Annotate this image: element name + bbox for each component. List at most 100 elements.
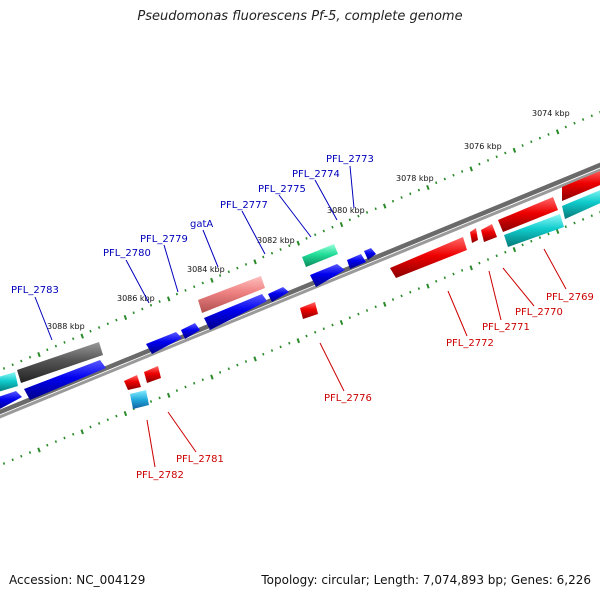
scale-tick [417, 287, 421, 290]
reverse-gene-labels: PFL_2769 PFL_2770 PFL_2771 PFL_2772 PFL_… [136, 292, 594, 481]
scale-tick [322, 327, 325, 331]
scale-tick [166, 392, 171, 398]
gene-arrow-pfl-2783[interactable] [24, 360, 106, 400]
gene-arrow-pfl-2772-long[interactable] [390, 237, 467, 278]
gene-arrow-pfl-2781[interactable] [144, 366, 161, 383]
scale-tick [270, 251, 274, 255]
kbp-labels: 3074 kbp 3076 kbp 3078 kbp 3080 kbp 3082… [47, 109, 570, 331]
kbp-label: 3078 kbp [396, 174, 434, 183]
scale-tick [348, 316, 351, 320]
gene-arrow-pfl-2781b[interactable] [124, 375, 141, 390]
gene-arrow-pfl-2776[interactable] [300, 302, 318, 319]
gene-label-pfl-2771[interactable]: PFL_2771 [482, 322, 530, 333]
gene-arrow-pfl-2777[interactable] [268, 287, 289, 302]
scale-tick [123, 314, 128, 321]
gene-arrow-left-edge[interactable] [0, 391, 22, 410]
scale-tick [504, 250, 507, 254]
scale-tick [322, 229, 325, 233]
kbp-label: 3084 kbp [187, 265, 225, 274]
scale-tick [391, 298, 395, 301]
gene-arrow-pfl-2779[interactable] [181, 323, 200, 339]
scale-tick [357, 214, 360, 218]
scale-tick [262, 255, 265, 259]
gene-label-pfl-2783[interactable]: PFL_2783 [11, 285, 59, 296]
scale-tick [314, 330, 317, 334]
scale-tick [89, 425, 92, 429]
scale-tick [37, 447, 41, 453]
scale-tick [382, 301, 387, 307]
scale-tick [452, 272, 455, 276]
kbp-label: 3074 kbp [532, 109, 570, 118]
gene-label-pfl-2779[interactable]: PFL_2779 [140, 234, 188, 245]
gene-label-pfl-2774[interactable]: PFL_2774 [292, 169, 340, 180]
gene-arrow-pfl-2772[interactable] [470, 228, 478, 243]
kbp-label: 3080 kbp [327, 206, 365, 215]
forward-gene-labels: PFL_2773 PFL_2774 PFL_2775 PFL_2777 gatA… [11, 154, 374, 296]
scale-tick [37, 352, 41, 358]
gene-label-pfl-2770[interactable]: PFL_2770 [515, 307, 563, 318]
gene-label-pfl-2777[interactable]: PFL_2777 [220, 200, 268, 211]
scale-tick [201, 281, 204, 285]
scale-tick [63, 436, 66, 440]
gene-arrow-pfl-2774[interactable] [347, 254, 366, 269]
scale-tick [244, 263, 248, 266]
scale-tick [46, 348, 49, 352]
reverse-label-leaders [146, 248, 567, 468]
scale-tick [547, 133, 550, 136]
gene-box-pfl-2770-cyan[interactable] [504, 214, 564, 247]
gene-arrow-pfl-2780[interactable] [146, 332, 182, 354]
scale-tick [72, 337, 75, 341]
scale-tick [236, 363, 239, 367]
gene-label-gata[interactable]: gatA [190, 219, 213, 230]
scale-tick [236, 266, 239, 270]
scale-tick [89, 329, 92, 333]
gene-arrow-pfl-2770[interactable] [498, 197, 558, 232]
scale-tick [417, 188, 421, 192]
scale-tick [97, 326, 101, 329]
scale-tick [149, 400, 153, 403]
gene-arrow-pfl-2773[interactable] [364, 248, 376, 260]
gene-arrow-pfl-2771[interactable] [481, 224, 497, 242]
gene-label-pfl-2781[interactable]: PFL_2781 [176, 454, 224, 465]
scale-tick [538, 236, 542, 239]
scale-tick [296, 240, 301, 246]
gene-label-pfl-2780[interactable]: PFL_2780 [103, 248, 151, 259]
scale-tick [486, 159, 490, 162]
gene-box-pfl-2775-teal[interactable] [302, 244, 338, 267]
inner-scale-ticks [2, 211, 600, 465]
gene-box-pfl-2783-grey[interactable] [17, 342, 103, 383]
scale-tick [227, 367, 230, 371]
gene-arrow-pfl-2769[interactable] [562, 169, 600, 201]
gene-label-pfl-2772[interactable]: PFL_2772 [446, 338, 494, 349]
scale-tick [2, 367, 6, 370]
scale-tick [227, 270, 230, 274]
scale-tick [193, 381, 196, 385]
gene-box-pfl-2769-cyan[interactable] [562, 188, 600, 219]
gene-box-pfl-2782[interactable] [130, 390, 149, 409]
scale-tick [193, 285, 196, 289]
scale-tick [521, 144, 524, 147]
gene-label-pfl-2782[interactable]: PFL_2782 [136, 470, 184, 481]
scale-tick [279, 248, 282, 251]
scale-tick [20, 359, 23, 363]
gene-label-pfl-2775[interactable]: PFL_2775 [258, 184, 306, 195]
gene-box-gata[interactable] [198, 276, 265, 313]
scale-tick [504, 151, 507, 155]
gene-label-pfl-2773[interactable]: PFL_2773 [326, 154, 374, 165]
reverse-strand-genes [124, 169, 600, 409]
scale-tick [158, 396, 161, 400]
scale-tick [365, 309, 369, 312]
scale-tick [469, 265, 473, 271]
scale-tick [443, 177, 446, 181]
gene-arrow-gata[interactable] [204, 294, 267, 330]
scale-tick [435, 279, 438, 283]
gene-label-pfl-2776[interactable]: PFL_2776 [324, 393, 372, 404]
gene-arrow-pfl-2775[interactable] [310, 264, 345, 287]
scale-tick [314, 233, 317, 237]
gene-box-cyan-left[interactable] [0, 372, 18, 392]
scale-tick [123, 411, 128, 417]
scale-tick [486, 258, 490, 261]
gene-label-pfl-2769[interactable]: PFL_2769 [546, 292, 594, 303]
kbp-label: 3082 kbp [257, 236, 295, 245]
